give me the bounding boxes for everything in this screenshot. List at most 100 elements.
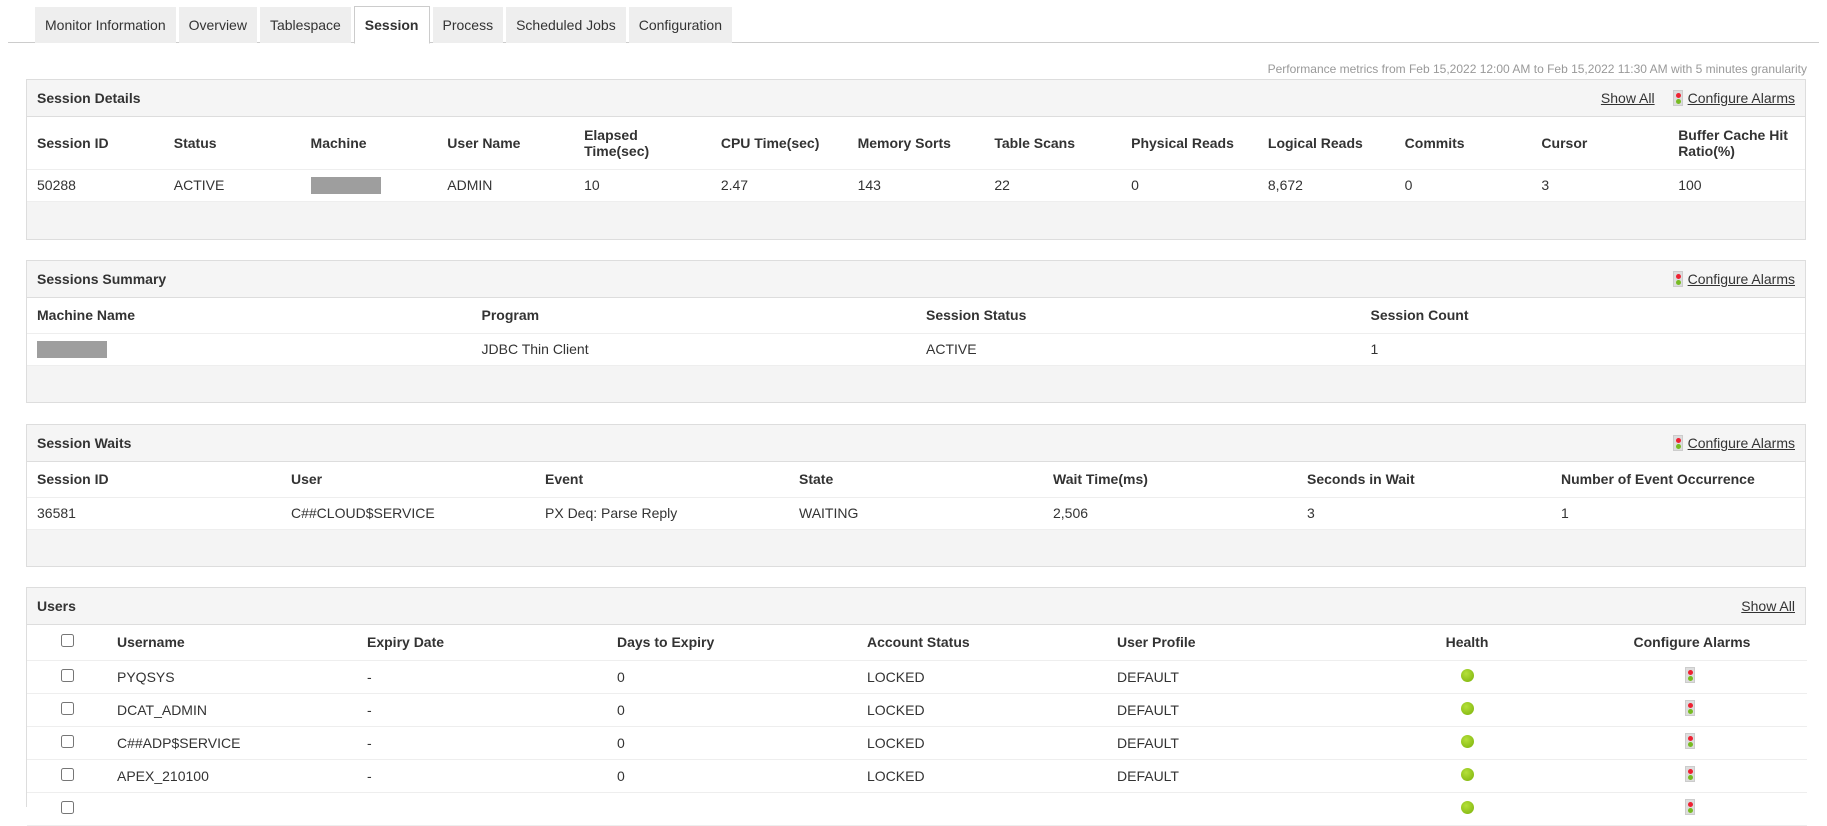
configure-alarms-label: Configure Alarms: [1687, 271, 1795, 287]
column-header: Commits: [1394, 117, 1532, 170]
table-cell: 10: [574, 169, 711, 202]
tab-bar: Monitor Information Overview Tablespace Ses…: [8, 6, 1819, 44]
table-cell: 50288: [27, 169, 164, 202]
health-cell: [1357, 792, 1577, 826]
checkbox-cell: [27, 726, 107, 760]
table-cell: [607, 792, 857, 826]
traffic-light-icon: [1672, 435, 1683, 451]
configure-alarms-link[interactable]: Configure Alarms: [1672, 271, 1795, 287]
configure-alarms-label: Configure Alarms: [1687, 90, 1795, 106]
configure-alarms-icon[interactable]: [1684, 799, 1695, 815]
table-cell: 0: [607, 693, 857, 727]
table-cell: -: [357, 726, 607, 760]
table-cell: DEFAULT: [1107, 759, 1357, 793]
column-header: Program: [471, 298, 916, 334]
configure-alarms-cell: [1577, 660, 1807, 694]
row-checkbox[interactable]: [60, 668, 74, 682]
table-cell: DCAT_ADMIN: [107, 693, 357, 727]
table-cell: PX Deq: Parse Reply: [535, 497, 789, 530]
table-cell: C##ADP$SERVICE: [107, 726, 357, 760]
column-header: User Profile: [1107, 625, 1357, 661]
table-cell: 0: [1121, 169, 1258, 202]
table-cell: 3: [1297, 497, 1551, 530]
table-cell: WAITING: [789, 497, 1043, 530]
traffic-light-icon: [1672, 90, 1683, 106]
select-all-checkbox[interactable]: [60, 634, 74, 648]
configure-alarms-link[interactable]: Configure Alarms: [1672, 90, 1795, 106]
table-cell: LOCKED: [857, 660, 1107, 694]
column-header: Number of Event Occurrence: [1551, 462, 1805, 498]
table-cell: 1: [1551, 497, 1805, 530]
traffic-light-icon: [1672, 271, 1683, 287]
tab-session[interactable]: Session: [353, 6, 430, 44]
checkbox-cell: [27, 693, 107, 727]
user-row: C##ADP$SERVICE -0 LOCKED DEFAULT: [27, 726, 1807, 760]
table-cell: 8,672: [1257, 169, 1395, 202]
table-cell: DEFAULT: [1107, 660, 1357, 694]
tab-scheduled-jobs[interactable]: Scheduled Jobs: [506, 7, 626, 43]
configure-alarms-link[interactable]: Configure Alarms: [1672, 435, 1795, 451]
table-cell: ACTIVE: [163, 169, 301, 202]
column-header: Session ID: [27, 462, 281, 498]
table-cell: [1107, 792, 1357, 826]
tab-process[interactable]: Process: [432, 7, 504, 43]
session-details-panel: Session Details Show All Configure Alarm…: [26, 79, 1806, 240]
users-panel: Users Show All Username Expiry Date Days t…: [26, 587, 1807, 826]
checkbox-cell: [27, 660, 107, 694]
health-cell: [1357, 759, 1577, 793]
configure-alarms-icon[interactable]: [1684, 733, 1695, 749]
checkbox-cell: [27, 759, 107, 793]
table-cell: [300, 169, 438, 202]
column-header: Health: [1357, 625, 1577, 661]
header-row: Username Expiry Date Days to Expiry Account…: [27, 625, 1807, 661]
column-header: Wait Time(ms): [1043, 462, 1297, 498]
tab-configuration[interactable]: Configuration: [628, 7, 732, 43]
table-cell: 2,506: [1043, 497, 1297, 530]
table-cell: [107, 792, 357, 826]
user-row: APEX_210100-0 LOCKED DEFAULT: [27, 759, 1807, 793]
row-checkbox[interactable]: [60, 800, 74, 814]
configure-alarms-icon[interactable]: [1684, 700, 1695, 716]
show-all-link[interactable]: Show All: [1741, 598, 1795, 614]
redacted-value: [310, 176, 381, 194]
table-cell: 2.47: [710, 169, 848, 202]
configure-alarms-label: Configure Alarms: [1687, 435, 1795, 451]
table-cell: 0: [607, 660, 857, 694]
table-cell: LOCKED: [857, 726, 1107, 760]
configure-alarms-icon[interactable]: [1684, 766, 1695, 782]
header-row: Machine Name Program Session Status Session…: [27, 298, 1805, 334]
column-header: Machine Name: [27, 298, 472, 334]
table-cell: 3: [1531, 169, 1669, 202]
table-cell: C##CLOUD$SERVICE: [281, 497, 535, 530]
column-header: Account Status: [857, 625, 1107, 661]
session-waits-panel: Session Waits Configure Alarms Session I…: [26, 424, 1806, 567]
column-header: Seconds in Wait: [1297, 462, 1551, 498]
row-checkbox[interactable]: [60, 701, 74, 715]
performance-metrics-range: Performance metrics from Feb 15,2022 12:…: [1267, 62, 1807, 76]
row-checkbox[interactable]: [60, 767, 74, 781]
configure-alarms-cell: [1577, 792, 1807, 826]
user-row: PYQSYS -0 LOCKED DEFAULT: [27, 660, 1807, 694]
column-header: Session Status: [916, 298, 1361, 334]
tab-monitor-information[interactable]: Monitor Information: [35, 7, 176, 43]
column-header: CPU Time(sec): [710, 117, 848, 170]
show-all-link[interactable]: Show All: [1600, 90, 1655, 106]
user-row: DCAT_ADMIN -0 LOCKED DEFAULT: [27, 693, 1807, 727]
column-header: Logical Reads: [1257, 117, 1395, 170]
table-cell: -: [357, 693, 607, 727]
table-cell: LOCKED: [857, 759, 1107, 793]
table-cell: 0: [607, 726, 857, 760]
column-header: Expiry Date: [357, 625, 607, 661]
health-cell: [1357, 660, 1577, 694]
column-header: Event: [535, 462, 789, 498]
table-cell: PYQSYS: [107, 660, 357, 694]
column-header: Session Count: [1360, 298, 1805, 334]
tab-tablespace[interactable]: Tablespace: [259, 7, 351, 43]
configure-alarms-cell: [1577, 759, 1807, 793]
header-row: Session ID Status Machine User Name Elapsed …: [27, 117, 1805, 170]
configure-alarms-icon[interactable]: [1684, 667, 1695, 683]
column-header: Cursor: [1531, 117, 1669, 170]
tab-overview[interactable]: Overview: [178, 7, 257, 43]
configure-alarms-cell: [1577, 693, 1807, 727]
row-checkbox[interactable]: [60, 734, 74, 748]
